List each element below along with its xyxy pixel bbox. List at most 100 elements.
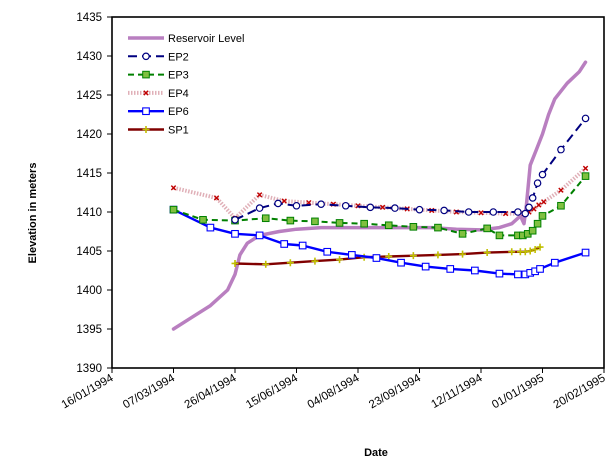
data-point-ep3	[384, 221, 393, 230]
data-point-ep3	[169, 205, 178, 214]
data-point-ep4	[536, 202, 542, 208]
data-point-ep2	[464, 208, 473, 216]
legend: Reservoir Level EP2 EP3 EP4 EP6 SP1	[128, 33, 244, 137]
y-tick-label: 1420	[76, 129, 102, 141]
data-point-ep2	[489, 208, 498, 216]
data-point-ep6	[550, 258, 559, 267]
data-point-ep2	[525, 203, 533, 212]
data-point-ep6	[372, 254, 381, 262]
data-point-ep6	[397, 258, 405, 267]
data-point-ep3	[538, 212, 547, 220]
x-tick-label: 01/01/1995	[490, 372, 546, 411]
legend-label-ep4: EP4	[168, 88, 189, 100]
data-point-ep4	[558, 187, 564, 193]
legend-marker-ep2	[142, 52, 150, 61]
data-point-ep3	[483, 224, 491, 233]
x-tick-label: 15/06/1994	[244, 372, 300, 411]
legend-label-ep2: EP2	[168, 51, 189, 63]
series-line-ep2	[234, 117, 587, 221]
data-point-ep2	[514, 208, 522, 216]
data-point-ep3	[528, 226, 537, 235]
data-point-ep6	[446, 265, 455, 273]
data-point-sp1	[483, 249, 491, 257]
data-point-ep3	[286, 216, 295, 225]
legend-label-ep6: EP6	[168, 106, 189, 118]
data-point-ep6	[323, 247, 332, 256]
data-point-ep2	[440, 206, 448, 215]
y-tick-label: 1425	[76, 90, 102, 102]
x-axis-label: Date	[364, 447, 388, 459]
data-point-ep6	[298, 241, 307, 250]
series-ep3	[169, 172, 590, 240]
data-point-ep3	[199, 216, 207, 224]
data-point-sp1	[508, 248, 516, 256]
series-sp1	[231, 243, 544, 268]
data-point-ep2	[292, 201, 301, 210]
x-tick-label: 26/04/1994	[183, 372, 239, 411]
data-point-ep2	[557, 145, 565, 154]
series-reservoir-level	[171, 60, 588, 331]
data-point-ep4	[541, 199, 547, 205]
data-point-ep4	[213, 195, 220, 201]
x-tick-label: 12/11/1994	[429, 372, 485, 411]
x-tick-label: 20/02/1995	[552, 372, 608, 411]
legend-item-ep4: EP4	[128, 88, 189, 100]
data-point-ep4	[582, 165, 589, 172]
legend-item-ep3: EP3	[128, 70, 189, 82]
y-tick-label: 1400	[76, 285, 102, 297]
series-ep6	[169, 205, 590, 279]
x-tick-label: 23/09/1994	[367, 372, 423, 411]
y-axis-label: Elevation in meters	[27, 163, 39, 264]
data-point-ep6	[581, 248, 590, 257]
data-point-ep4	[170, 185, 177, 191]
data-point-ep2	[341, 201, 350, 210]
data-point-ep4	[478, 210, 484, 216]
data-point-ep3	[557, 201, 565, 210]
data-point-sp1	[336, 256, 344, 264]
data-point-sp1	[526, 247, 534, 255]
data-point-ep3	[533, 219, 542, 228]
series-ep2	[231, 114, 590, 224]
data-point-sp1	[286, 259, 294, 267]
data-point-ep3	[311, 217, 319, 226]
data-point-sp1	[531, 245, 539, 253]
data-point-sp1	[231, 259, 239, 267]
data-point-sp1	[311, 257, 319, 265]
y-tick-label: 1430	[76, 51, 102, 63]
data-point-ep2	[391, 204, 399, 212]
x-tick-label: 07/03/1994	[121, 372, 177, 411]
data-point-sp1	[409, 252, 417, 260]
data-point-ep3	[409, 223, 418, 231]
data-point-ep3	[261, 214, 270, 223]
data-point-ep6	[347, 251, 356, 259]
data-point-sp1	[459, 250, 467, 258]
y-tick-label: 1410	[76, 207, 102, 219]
legend-item-sp1: SP1	[128, 125, 189, 137]
data-point-ep6	[421, 262, 430, 271]
legend-label-sp1: SP1	[168, 125, 189, 137]
data-point-ep2	[415, 205, 424, 214]
data-point-ep2	[528, 194, 537, 202]
data-point-ep6	[495, 269, 504, 278]
y-tick-label: 1395	[76, 324, 102, 336]
y-tick-label: 1405	[76, 246, 102, 258]
data-point-ep2	[533, 179, 542, 187]
data-point-ep2	[255, 204, 264, 212]
data-point-ep6	[206, 223, 215, 232]
legend-marker-ep6	[142, 107, 150, 116]
data-point-ep6	[231, 229, 239, 238]
x-tick-label: 16/01/1994	[60, 372, 116, 411]
data-point-ep6	[255, 231, 264, 240]
data-point-ep3	[335, 219, 344, 227]
data-point-ep6	[514, 270, 522, 279]
data-point-sp1	[385, 252, 393, 260]
data-point-ep2	[538, 170, 547, 179]
data-point-ep6	[470, 266, 479, 275]
legend-item-ep6: EP6	[128, 106, 189, 118]
data-point-ep2	[231, 216, 239, 224]
data-point-ep3	[434, 223, 442, 232]
data-point-ep4	[256, 192, 263, 198]
y-tick-label: 1435	[76, 12, 102, 24]
data-point-ep4	[379, 204, 386, 211]
